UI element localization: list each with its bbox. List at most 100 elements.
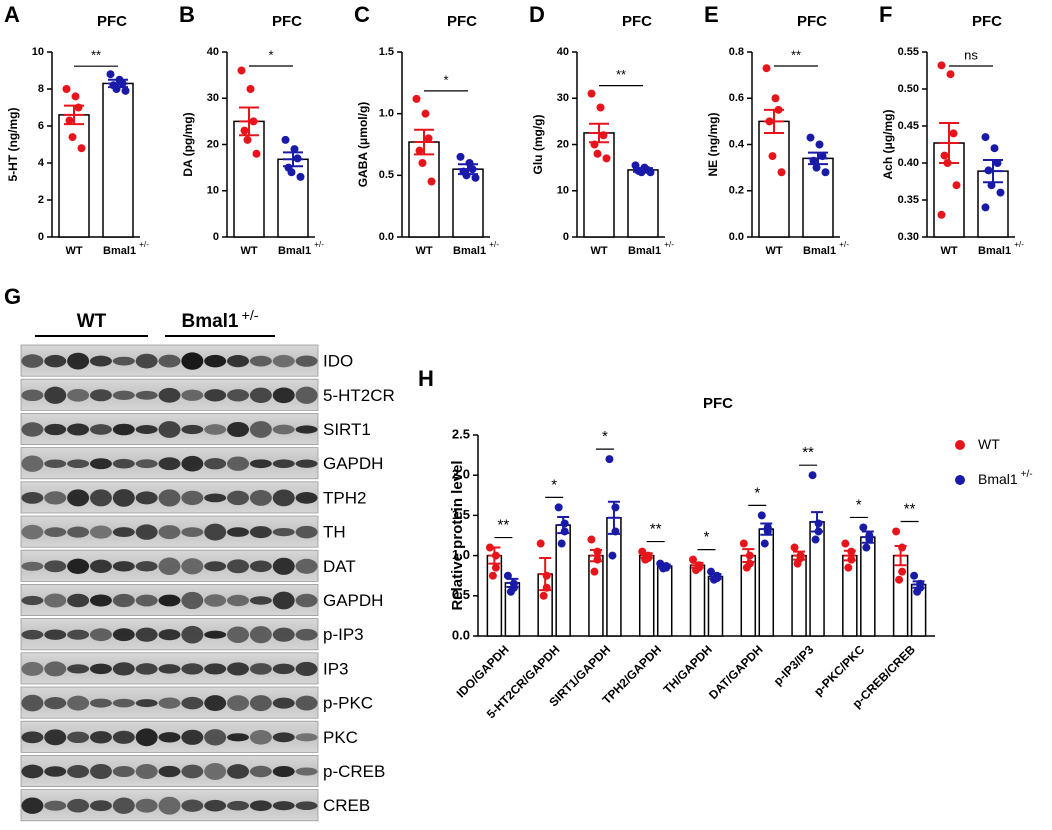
data-point bbox=[596, 103, 605, 112]
data-point bbox=[421, 109, 430, 118]
error-bar bbox=[607, 500, 620, 535]
blot-band bbox=[112, 698, 135, 708]
error-bar bbox=[64, 104, 84, 126]
data-point bbox=[587, 535, 596, 544]
chart-title: PFC bbox=[972, 13, 1002, 30]
blot-band bbox=[158, 354, 181, 368]
blot-label: p-IP3 bbox=[323, 625, 364, 644]
blot-label: SIRT1 bbox=[323, 420, 371, 439]
data-point bbox=[898, 567, 907, 576]
blot-band bbox=[272, 557, 295, 575]
error-bar bbox=[939, 122, 959, 164]
data-point bbox=[246, 85, 255, 93]
blot-band bbox=[227, 695, 250, 711]
blot-band bbox=[89, 489, 112, 507]
bar bbox=[452, 168, 484, 238]
data-point bbox=[937, 210, 946, 219]
blot-band bbox=[181, 455, 204, 472]
blot-band bbox=[21, 629, 44, 640]
y-tick-label: 0.5 bbox=[379, 169, 394, 181]
blot-band bbox=[44, 593, 67, 608]
bar bbox=[583, 132, 615, 238]
data-point bbox=[790, 543, 799, 552]
blot-band bbox=[272, 765, 295, 778]
y-axis-label: 5-HT (ng/mg) bbox=[6, 108, 20, 182]
data-point bbox=[762, 64, 771, 73]
y-tick-label: 2.5 bbox=[452, 426, 470, 441]
blot-band bbox=[249, 526, 272, 539]
data-point bbox=[587, 89, 596, 98]
data-point bbox=[771, 94, 780, 103]
data-point bbox=[418, 159, 427, 167]
error-bar bbox=[760, 522, 773, 536]
blot-band bbox=[67, 731, 90, 744]
data-point bbox=[593, 555, 602, 564]
y-tick-label: 20 bbox=[207, 138, 219, 150]
y-tick-label: 0.45 bbox=[898, 120, 919, 132]
significance-label: ** bbox=[650, 521, 662, 538]
data-point bbox=[71, 92, 80, 101]
data-point bbox=[560, 519, 569, 528]
bar bbox=[408, 141, 440, 238]
blot-label: DAT bbox=[323, 557, 356, 576]
y-tick-label: 0.8 bbox=[729, 46, 744, 58]
blot-band bbox=[272, 801, 295, 811]
data-point bbox=[488, 571, 497, 580]
data-point bbox=[757, 511, 766, 520]
blot-band bbox=[249, 421, 272, 438]
significance-label: ns bbox=[964, 47, 978, 62]
data-point bbox=[491, 563, 500, 572]
blot-band bbox=[112, 662, 135, 676]
blot-band bbox=[227, 559, 250, 574]
blot-band bbox=[135, 627, 158, 642]
x-tick-label-text: WT bbox=[590, 245, 607, 257]
bar bbox=[58, 114, 90, 238]
data-point bbox=[739, 539, 748, 548]
blot-band bbox=[295, 767, 318, 776]
x-tick-label-text: WT bbox=[240, 245, 257, 257]
blot-band bbox=[181, 764, 204, 779]
y-tick-label: 40 bbox=[207, 46, 219, 58]
blot-band bbox=[295, 695, 318, 711]
bar bbox=[707, 575, 724, 637]
blot-band bbox=[249, 730, 272, 745]
chart-title: PFC bbox=[703, 395, 733, 412]
blot-band bbox=[227, 594, 250, 607]
bar bbox=[656, 565, 673, 637]
blot-band bbox=[112, 527, 135, 538]
error-bar bbox=[488, 546, 501, 565]
blot-band bbox=[89, 663, 112, 675]
blot-band bbox=[44, 800, 67, 811]
legend-label: Bmal1 +/- bbox=[978, 469, 1033, 487]
y-tick-label: 1.0 bbox=[452, 547, 470, 562]
y-tick-label: 30 bbox=[557, 92, 569, 104]
blot-band bbox=[21, 354, 44, 368]
y-tick-label: 0.0 bbox=[452, 627, 470, 642]
y-tick-label: 40 bbox=[557, 46, 569, 58]
data-point bbox=[768, 152, 777, 161]
blot-band bbox=[135, 491, 158, 505]
data-point bbox=[812, 163, 821, 172]
x-tick-label-text: WT bbox=[415, 245, 432, 257]
data-point bbox=[913, 587, 922, 596]
blot-band bbox=[181, 389, 204, 401]
blot-band bbox=[295, 425, 318, 434]
data-point bbox=[777, 168, 786, 177]
y-axis-label: Ach (μg/mg) bbox=[881, 109, 895, 179]
blot-band bbox=[44, 729, 67, 746]
blot-band bbox=[112, 561, 135, 572]
blot-band bbox=[249, 695, 272, 712]
blot-band bbox=[158, 557, 181, 576]
blot-band bbox=[112, 458, 135, 469]
data-point bbox=[815, 140, 824, 149]
x-tick-label: WT bbox=[240, 245, 257, 257]
blot-band bbox=[135, 663, 158, 675]
blot-band bbox=[112, 765, 135, 778]
blot-label: 5-HT2CR bbox=[323, 386, 395, 405]
data-point bbox=[605, 455, 614, 464]
group-label: WT bbox=[77, 311, 107, 332]
blot-band bbox=[249, 387, 272, 404]
panel-letter: B bbox=[179, 2, 195, 27]
x-tick-label-sup: +/- bbox=[139, 240, 149, 249]
blot-band bbox=[227, 733, 250, 742]
